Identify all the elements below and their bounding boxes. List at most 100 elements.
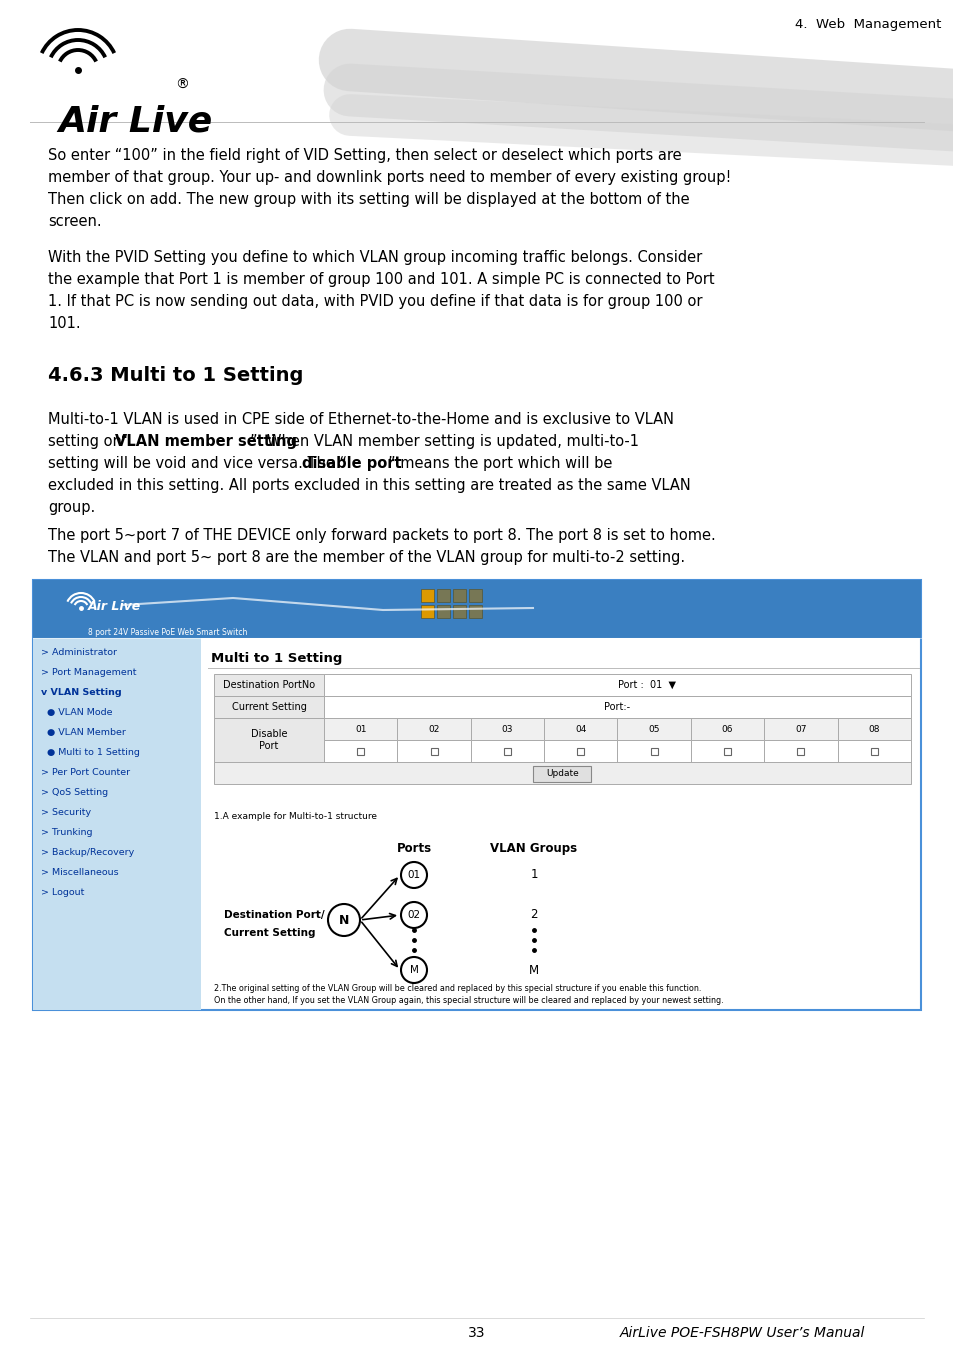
Text: > Administrator: > Administrator (41, 648, 117, 657)
Text: 01: 01 (407, 869, 420, 880)
Text: member of that group. Your up- and downlink ports need to member of every existi: member of that group. Your up- and downl… (48, 170, 731, 185)
Text: ” means the port which will be: ” means the port which will be (388, 456, 612, 471)
Circle shape (400, 902, 427, 927)
Bar (213, 697, 324, 718)
Bar (420, 605, 434, 618)
Text: 4.6.3 Multi to 1 Setting: 4.6.3 Multi to 1 Setting (48, 366, 303, 385)
Text: 02: 02 (428, 725, 439, 733)
Bar (617, 740, 690, 761)
Circle shape (400, 957, 427, 983)
Text: screen.: screen. (48, 215, 102, 230)
Text: > Backup/Recovery: > Backup/Recovery (41, 848, 134, 857)
Bar (723, 748, 730, 755)
Bar (870, 748, 877, 755)
Bar (763, 718, 837, 740)
Text: M: M (409, 965, 418, 975)
Circle shape (400, 863, 427, 888)
Bar (470, 718, 543, 740)
Text: ● VLAN Mode: ● VLAN Mode (41, 707, 112, 717)
Text: > Per Port Counter: > Per Port Counter (41, 768, 130, 778)
Text: Air Live: Air Live (58, 105, 212, 139)
Text: > Trunking: > Trunking (41, 828, 92, 837)
Text: 1: 1 (530, 868, 537, 882)
Bar (33, 639, 201, 1010)
Text: Port:-: Port:- (604, 702, 630, 711)
Bar (430, 748, 437, 755)
Bar (397, 740, 470, 761)
Text: Then click on add. The new group with its setting will be displayed at the botto: Then click on add. The new group with it… (48, 192, 689, 207)
Text: Multi-to-1 VLAN is used in CPE side of Ethernet-to-the-Home and is exclusive to : Multi-to-1 VLAN is used in CPE side of E… (48, 412, 673, 427)
Text: > Security: > Security (41, 809, 91, 817)
Text: VLAN member setting: VLAN member setting (114, 433, 296, 450)
Bar (324, 740, 397, 761)
Text: 101.: 101. (48, 316, 81, 331)
Text: 03: 03 (501, 725, 513, 733)
Bar (324, 674, 910, 697)
Text: 1. If that PC is now sending out data, with PVID you define if that data is for : 1. If that PC is now sending out data, w… (48, 294, 701, 309)
Text: 33: 33 (468, 1326, 485, 1341)
Bar (213, 674, 324, 697)
Text: 04: 04 (575, 725, 586, 733)
Bar (453, 605, 465, 618)
Bar (503, 748, 511, 755)
Text: Current Setting: Current Setting (232, 702, 306, 711)
Text: the example that Port 1 is member of group 100 and 101. A simple PC is connected: the example that Port 1 is member of gro… (48, 271, 714, 288)
Bar (436, 589, 450, 602)
Text: 07: 07 (795, 725, 806, 733)
Bar (453, 589, 465, 602)
Text: 2: 2 (530, 909, 537, 922)
Text: 02: 02 (407, 910, 420, 919)
Text: Air Live: Air Live (88, 599, 141, 613)
Bar (213, 761, 910, 784)
Bar (837, 718, 910, 740)
Bar (469, 605, 481, 618)
Text: The port 5~port 7 of THE DEVICE only forward packets to port 8. The port 8 is se: The port 5~port 7 of THE DEVICE only for… (48, 528, 715, 543)
Bar (213, 718, 324, 761)
Text: The VLAN and port 5~ port 8 are the member of the VLAN group for multi-to-2 sett: The VLAN and port 5~ port 8 are the memb… (48, 549, 684, 566)
Text: > Miscellaneous: > Miscellaneous (41, 868, 118, 878)
Bar (763, 740, 837, 761)
Text: setting on“: setting on“ (48, 433, 128, 450)
Text: ”. When VLAN member setting is updated, multi-to-1: ”. When VLAN member setting is updated, … (250, 433, 639, 450)
Text: > QoS Setting: > QoS Setting (41, 788, 108, 796)
Text: 08: 08 (867, 725, 879, 733)
Text: So enter “100” in the field right of VID Setting, then select or deselect which : So enter “100” in the field right of VID… (48, 148, 680, 163)
Text: 4.  Web  Management: 4. Web Management (794, 18, 941, 31)
Text: excluded in this setting. All ports excluded in this setting are treated as the : excluded in this setting. All ports excl… (48, 478, 690, 493)
Text: 8 port 24V Passive PoE Web Smart Switch: 8 port 24V Passive PoE Web Smart Switch (88, 628, 247, 637)
Text: setting will be void and vice versa. The “: setting will be void and vice versa. The… (48, 456, 347, 471)
Text: v VLAN Setting: v VLAN Setting (41, 688, 121, 697)
Text: N: N (338, 914, 349, 926)
Text: Port :  01  ▼: Port : 01 ▼ (618, 680, 675, 690)
Text: 01: 01 (355, 725, 366, 733)
Bar (324, 718, 397, 740)
Text: Ports: Ports (396, 842, 431, 855)
Text: > Port Management: > Port Management (41, 668, 136, 676)
Bar (356, 748, 364, 755)
Text: disable port: disable port (302, 456, 401, 471)
Bar (33, 580, 920, 639)
Bar (690, 740, 763, 761)
Text: 1.A example for Multi-to-1 structure: 1.A example for Multi-to-1 structure (213, 811, 376, 821)
Text: 05: 05 (648, 725, 659, 733)
Bar (617, 718, 690, 740)
Text: group.: group. (48, 500, 95, 514)
Bar (577, 748, 583, 755)
Text: Destination Port/: Destination Port/ (224, 910, 324, 919)
Bar (543, 718, 617, 740)
Circle shape (328, 904, 359, 936)
Bar (690, 718, 763, 740)
Text: VLAN Groups: VLAN Groups (490, 842, 577, 855)
Text: With the PVID Setting you define to which VLAN group incoming traffic belongs. C: With the PVID Setting you define to whic… (48, 250, 701, 265)
Bar (543, 740, 617, 761)
Text: Update: Update (545, 769, 578, 779)
Bar (469, 589, 481, 602)
Bar (470, 740, 543, 761)
Bar (397, 718, 470, 740)
Bar (837, 740, 910, 761)
Text: 2.The original setting of the VLAN Group will be cleared and replaced by this sp: 2.The original setting of the VLAN Group… (213, 984, 700, 994)
Text: > Logout: > Logout (41, 888, 84, 896)
Bar (650, 748, 657, 755)
Text: AirLive POE-FSH8PW User’s Manual: AirLive POE-FSH8PW User’s Manual (619, 1326, 864, 1341)
Text: On the other hand, If you set the VLAN Group again, this special structure will : On the other hand, If you set the VLAN G… (213, 996, 723, 1004)
